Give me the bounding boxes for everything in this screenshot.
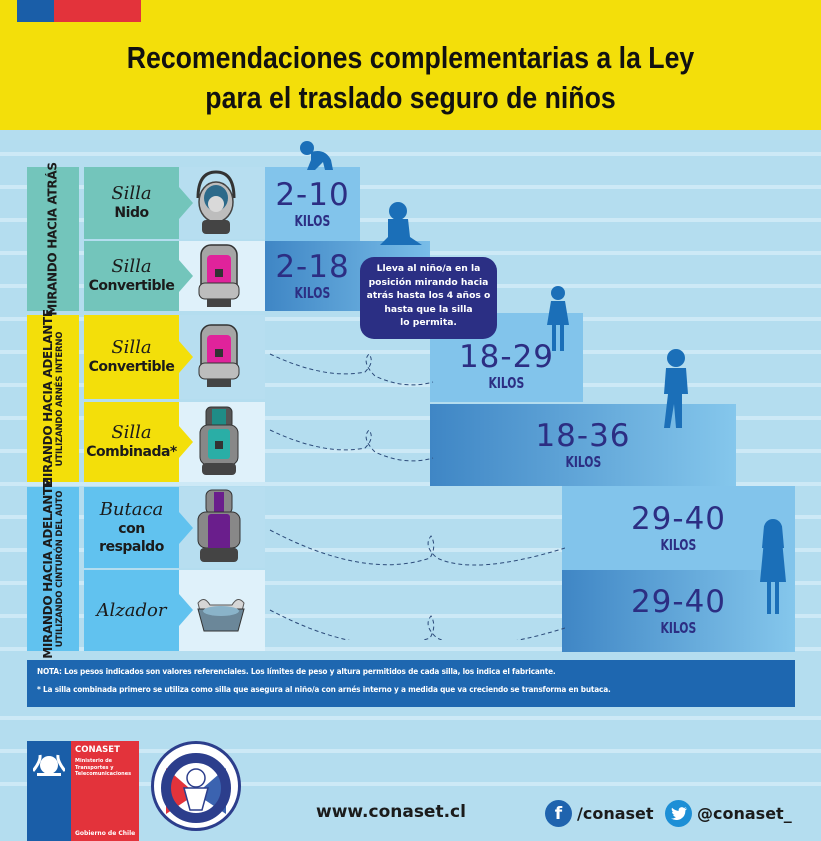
- seat-script: Silla: [111, 183, 152, 204]
- seat-label-alzador: Alzador: [84, 570, 179, 651]
- note-line-1: NOTA: Los pesos indicados son valores re…: [37, 667, 556, 676]
- high-back-booster-icon: [197, 489, 241, 562]
- weight-range: 29-40: [630, 584, 727, 620]
- arrow-pointer: [179, 341, 193, 373]
- seat-script: Silla: [111, 337, 152, 358]
- seat-script: Alzador: [96, 599, 167, 621]
- combination-seat-teal-icon: [199, 406, 239, 475]
- seat-label-nido: Silla Nido: [84, 167, 179, 239]
- crawling-baby-icon: [300, 141, 333, 170]
- dashed-connectors: [269, 353, 565, 640]
- note-box: NOTA: Los pesos indicados son valores re…: [27, 660, 795, 707]
- seat-script: Butaca: [99, 498, 164, 520]
- weight-range: 18-29: [458, 338, 555, 375]
- category-sublabel: UTILIZANDO ARNÉS INTERNO: [55, 331, 65, 466]
- coat-of-arms-icon: [33, 754, 65, 776]
- conaset-logo: CONASET Ministerio de Transportes y Tele…: [27, 741, 139, 841]
- ministry-text: Ministerio de Transportes y Telecomunica…: [75, 758, 132, 777]
- seat-label-combinada: Silla Combinada*: [84, 402, 179, 482]
- weight-range: 29-40: [630, 501, 727, 537]
- seat-name: Nido: [114, 205, 149, 221]
- arrow-pointer: [179, 512, 193, 544]
- arrow-pointer: [179, 187, 193, 219]
- facebook-icon: f: [545, 800, 572, 827]
- weight-unit: KILOS: [488, 373, 525, 392]
- convertible-seat-pink-icon: [198, 244, 240, 307]
- page-title: Recomendaciones complementarias a la Ley…: [57, 38, 763, 118]
- category-forward-belt: MIRANDO HACIA ADELANTE UTILIZANDO CINTURÓ…: [27, 479, 79, 659]
- category-label: MIRANDO HACIA ADELANTE: [41, 308, 55, 489]
- callout-line: hasta que la silla: [384, 303, 473, 315]
- callout-line: atrás hasta los 4 años o: [366, 290, 491, 301]
- callout-line: Lleva al niño/a en la: [376, 263, 481, 274]
- seat-script: Silla: [111, 422, 152, 443]
- weight-box-combinada: 18-36 KILOS: [430, 404, 736, 486]
- rear-facing-callout: Lleva al niño/a en la posición mirando h…: [360, 257, 497, 339]
- weight-unit: KILOS: [294, 284, 331, 302]
- weight-unit: KILOS: [660, 536, 697, 554]
- category-label: MIRANDO HACIA ADELANTE: [41, 479, 55, 659]
- weight-range: 2-10: [275, 177, 350, 213]
- twitter-handle: @conaset_: [697, 804, 792, 823]
- facebook-link[interactable]: f /conaset: [545, 800, 654, 827]
- website-link[interactable]: www.conaset.cl: [316, 802, 466, 822]
- gobierno-de-chile-text: Gobierno de Chile: [75, 830, 136, 837]
- toddler-girl-icon: [547, 286, 569, 351]
- facebook-handle: /conaset: [577, 804, 654, 823]
- founding-year: 1922: [189, 816, 203, 822]
- seat-label-butaca: Butaca con respaldo: [84, 487, 179, 568]
- gov-logo-blue-panel: [27, 741, 71, 841]
- weight-box-convertible-rear: 2-18 KILOS: [265, 241, 360, 311]
- twitter-icon: [665, 800, 692, 827]
- seat-name: Convertible: [88, 278, 175, 294]
- note-line-2: * La silla combinada primero se utiliza …: [37, 685, 611, 694]
- title-line-2: para el traslado seguro de niños: [205, 80, 616, 115]
- twitter-link[interactable]: @conaset_: [665, 800, 792, 827]
- weight-unit: KILOS: [565, 453, 601, 471]
- title-line-1: Recomendaciones complementarias a la Ley: [126, 40, 695, 75]
- category-label: MIRANDO HACIA ATRÁS: [46, 162, 60, 316]
- sitting-baby-icon: [380, 202, 422, 245]
- walking-boy-icon: [664, 349, 688, 428]
- flag-stripe-blue: [17, 0, 54, 22]
- category-forward-harness: MIRANDO HACIA ADELANTE UTILIZANDO ARNÉS I…: [27, 309, 79, 488]
- conaset-name: CONASET: [75, 745, 120, 755]
- arrow-pointer: [179, 426, 193, 458]
- seat-name: Combinada*: [86, 444, 177, 460]
- gov-logo-red-panel: CONASET Ministerio de Transportes y Tele…: [71, 741, 139, 841]
- weight-box-convertible-forward: 18-29 KILOS: [430, 313, 583, 402]
- standing-girl-icon: [760, 519, 786, 614]
- arrow-pointer: [179, 260, 193, 292]
- seat-name: con respaldo: [99, 520, 164, 555]
- category-sublabel: UTILIZANDO CINTURÓN DEL AUTO: [55, 490, 65, 648]
- weight-box-nido: 2-10 KILOS: [265, 167, 360, 241]
- category-rear-facing: MIRANDO HACIA ATRÁS: [27, 162, 79, 316]
- weight-box-butaca: 29-40 KILOS: [562, 486, 795, 570]
- convertible-seat-pink-icon: [198, 324, 240, 387]
- seat-label-convertible-forward: Silla Convertible: [84, 315, 179, 399]
- seat-name: Convertible: [88, 359, 175, 375]
- pediatrics-emblem-icon: [161, 753, 231, 823]
- arrow-pointer: [179, 594, 193, 626]
- seat-label-convertible-rear: Silla Convertible: [84, 241, 179, 311]
- weight-unit: KILOS: [294, 212, 331, 230]
- flag-stripe-red: [54, 0, 141, 22]
- weight-unit: KILOS: [660, 619, 697, 637]
- weight-range: 18-36: [535, 418, 631, 454]
- backless-booster-icon: [197, 599, 245, 632]
- seat-script: Silla: [111, 256, 152, 277]
- weight-range: 2-18: [275, 249, 350, 285]
- weight-box-alzador: 29-40 KILOS: [562, 570, 795, 652]
- callout-line: lo permita.: [400, 317, 457, 328]
- callout-line: posición mirando hacia: [368, 276, 489, 288]
- sociedad-chilena-pediatria-logo: 1922: [151, 741, 241, 831]
- infant-carrier-seat-icon: [196, 170, 236, 234]
